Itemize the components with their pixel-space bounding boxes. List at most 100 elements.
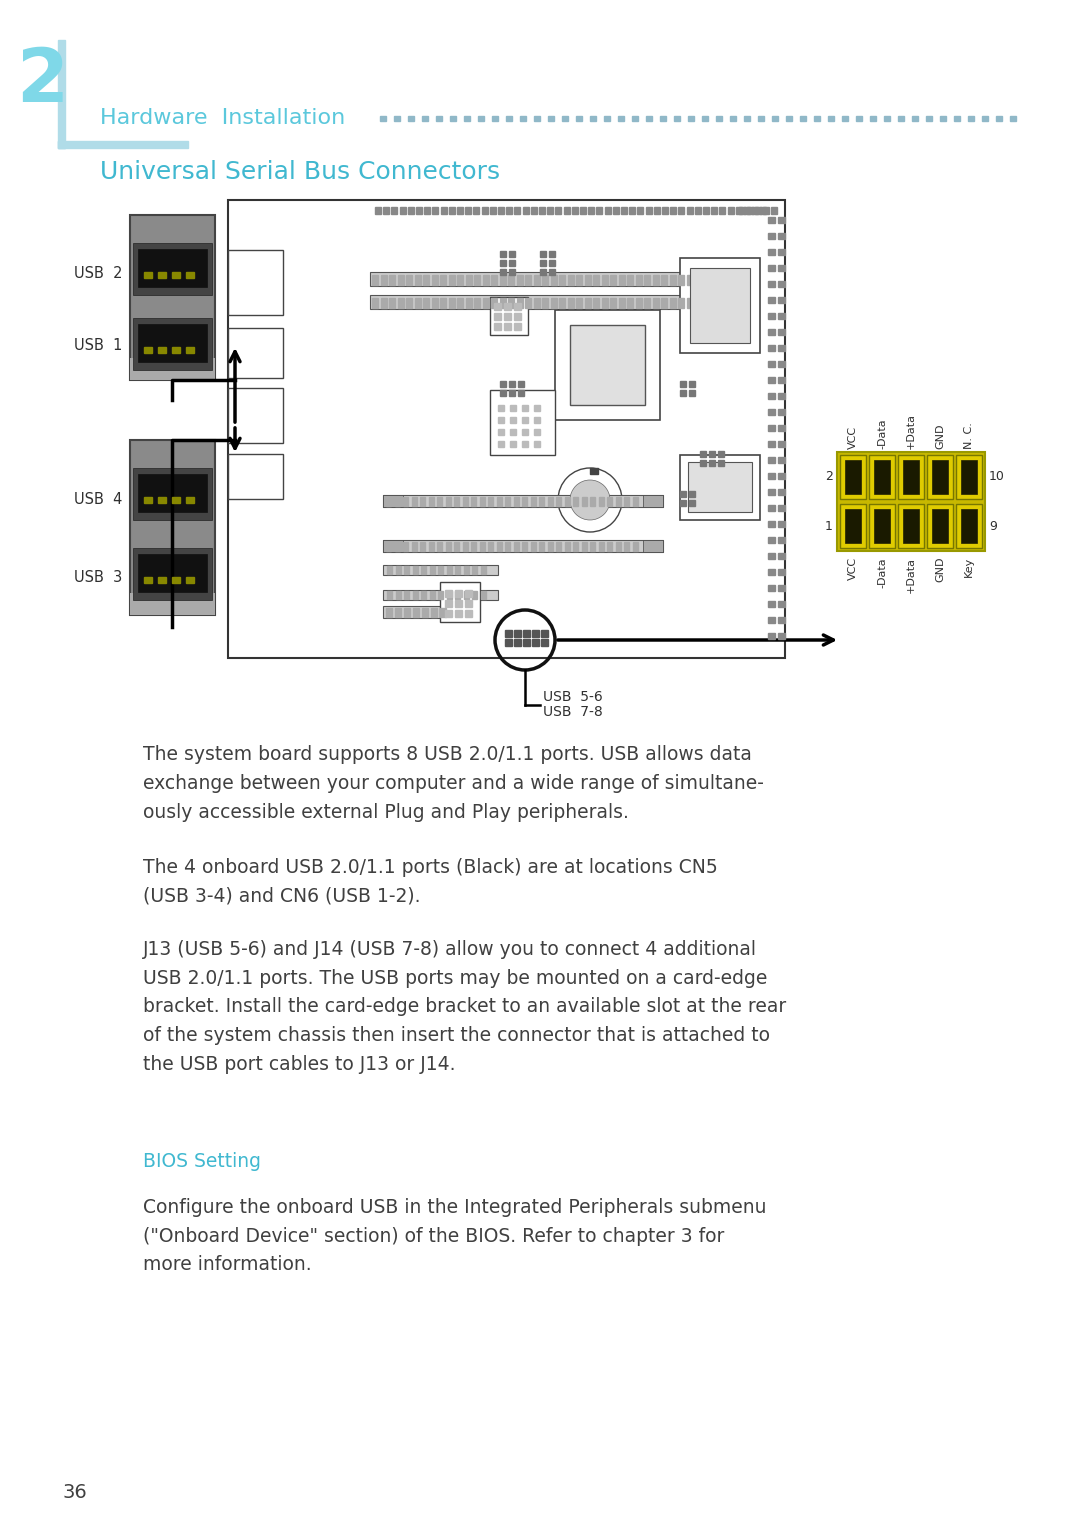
Bar xyxy=(370,272,750,286)
Text: VCC: VCC xyxy=(848,558,858,581)
Bar xyxy=(674,116,680,121)
Bar xyxy=(172,497,180,503)
Bar xyxy=(700,460,706,466)
Bar xyxy=(494,303,501,310)
Bar xyxy=(523,630,530,637)
Bar xyxy=(616,497,621,506)
Bar xyxy=(768,232,775,238)
Bar xyxy=(228,200,785,659)
Bar xyxy=(565,542,569,552)
Bar xyxy=(471,497,476,506)
Bar xyxy=(383,495,663,507)
Bar xyxy=(403,542,408,552)
Bar xyxy=(619,298,624,309)
Bar xyxy=(500,251,507,257)
Bar xyxy=(394,497,400,506)
Bar xyxy=(228,329,283,377)
Bar xyxy=(488,497,492,506)
Bar xyxy=(567,275,573,286)
Bar xyxy=(712,206,717,214)
Bar xyxy=(718,460,724,466)
Bar xyxy=(172,272,180,278)
Bar xyxy=(395,591,401,599)
Bar xyxy=(436,116,442,121)
Bar xyxy=(483,275,488,286)
Bar xyxy=(186,272,194,278)
Bar xyxy=(842,116,848,121)
Bar xyxy=(768,521,775,527)
Bar xyxy=(522,442,528,448)
Bar xyxy=(571,206,578,214)
Bar xyxy=(768,377,775,384)
Bar xyxy=(874,460,890,494)
Bar xyxy=(463,565,469,575)
Bar xyxy=(508,275,514,286)
Bar xyxy=(542,298,548,309)
Bar xyxy=(768,568,775,575)
Bar xyxy=(778,457,785,463)
Bar xyxy=(627,298,633,309)
Bar xyxy=(768,264,775,270)
Bar xyxy=(768,393,775,399)
Text: -Data: -Data xyxy=(877,419,887,449)
Bar xyxy=(968,116,974,121)
Bar xyxy=(573,542,578,552)
Bar xyxy=(559,298,565,309)
Bar xyxy=(532,630,539,637)
Bar xyxy=(389,298,395,309)
Bar xyxy=(513,497,518,506)
Circle shape xyxy=(570,480,610,520)
Bar xyxy=(702,116,708,121)
Bar xyxy=(383,590,498,601)
Bar xyxy=(903,509,919,542)
Bar xyxy=(961,509,977,542)
Bar xyxy=(440,298,446,309)
Bar xyxy=(133,243,212,295)
Bar xyxy=(618,116,624,121)
Bar xyxy=(778,393,785,399)
Bar xyxy=(408,116,414,121)
Bar xyxy=(440,275,446,286)
Bar xyxy=(522,497,527,506)
Bar xyxy=(432,206,438,214)
Bar xyxy=(778,504,785,510)
Bar xyxy=(480,542,485,552)
Bar xyxy=(581,497,586,506)
Bar xyxy=(144,497,152,503)
Bar xyxy=(739,206,745,214)
Bar xyxy=(541,630,548,637)
Bar xyxy=(473,206,480,214)
Bar xyxy=(580,206,586,214)
Bar xyxy=(778,410,785,416)
Text: Universal Serial Bus Connectors: Universal Serial Bus Connectors xyxy=(100,160,500,183)
Bar xyxy=(598,497,604,506)
Bar xyxy=(996,116,1002,121)
Bar xyxy=(778,474,785,478)
Bar xyxy=(778,617,785,623)
Bar xyxy=(490,296,528,335)
Bar xyxy=(522,429,528,435)
Bar xyxy=(542,275,548,286)
Bar xyxy=(138,324,207,362)
Text: 9: 9 xyxy=(989,520,997,532)
Bar xyxy=(768,504,775,510)
Bar xyxy=(172,578,180,584)
Bar xyxy=(507,206,512,214)
Bar xyxy=(58,141,188,148)
Bar xyxy=(432,275,437,286)
Bar xyxy=(680,490,686,497)
Bar xyxy=(932,509,948,542)
Bar xyxy=(768,585,775,591)
Bar xyxy=(696,298,701,309)
Bar xyxy=(840,455,866,500)
Bar xyxy=(413,565,418,575)
Bar xyxy=(694,206,701,214)
Bar xyxy=(404,565,409,575)
Bar xyxy=(133,549,212,601)
Text: 2: 2 xyxy=(825,471,833,483)
Bar xyxy=(530,206,537,214)
Bar xyxy=(499,275,505,286)
Bar xyxy=(814,116,820,121)
Bar xyxy=(646,206,651,214)
Bar xyxy=(397,275,404,286)
